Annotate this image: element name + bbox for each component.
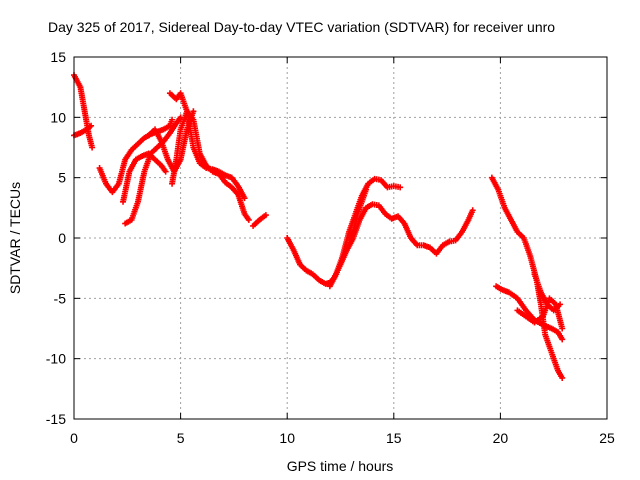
data-point (262, 212, 269, 219)
x-tick-label: 10 (279, 430, 295, 446)
data-point (363, 186, 370, 193)
x-axis-label: GPS time / hours (287, 458, 394, 474)
data-point (397, 184, 404, 191)
data-point (89, 144, 96, 151)
data-point (469, 207, 476, 214)
data-point (559, 336, 566, 343)
x-tick-label: 20 (493, 430, 509, 446)
data-point (88, 122, 95, 129)
x-tick-label: 15 (386, 430, 402, 446)
data-point (169, 116, 176, 123)
y-tick-label: -10 (46, 351, 66, 367)
x-tick-label: 0 (70, 430, 78, 446)
y-tick-label: 10 (50, 109, 66, 125)
plot-frame (73, 56, 608, 420)
y-tick-label: 0 (58, 230, 66, 246)
y-axis-label: SDTVAR / TECUs (7, 182, 23, 294)
y-tick-label: 5 (58, 170, 66, 186)
data-point (241, 195, 248, 202)
data-point (245, 216, 252, 223)
data-point (162, 168, 169, 175)
y-tick-label: -15 (46, 411, 66, 427)
chart-title: Day 325 of 2017, Sidereal Day-to-day VTE… (48, 19, 555, 35)
data-point (559, 325, 566, 332)
x-tick-label: 25 (599, 430, 615, 446)
x-tick-label: 5 (177, 430, 185, 446)
data-point (559, 374, 566, 381)
data-point (557, 301, 564, 308)
data-point (190, 108, 197, 115)
grid-lines (74, 57, 607, 419)
y-tick-label: 15 (50, 49, 66, 65)
y-tick-label: -5 (54, 290, 67, 306)
data-points (71, 72, 566, 381)
